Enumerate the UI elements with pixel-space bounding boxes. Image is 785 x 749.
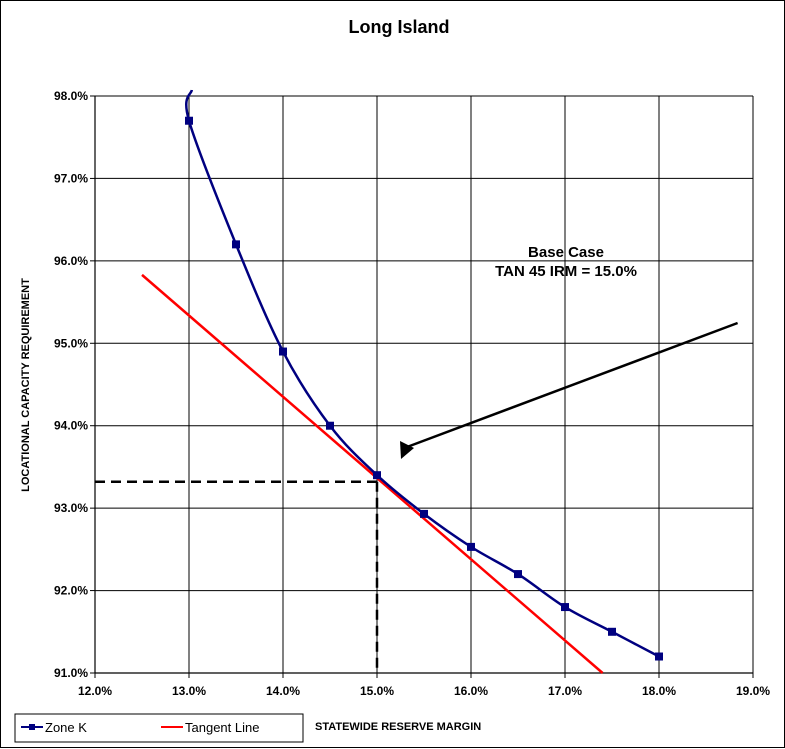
x-tick-label: 13.0%: [172, 684, 206, 698]
x-tick-label: 19.0%: [736, 684, 770, 698]
y-tick-label: 93.0%: [54, 501, 88, 515]
x-axis-title: STATEWIDE RESERVE MARGIN: [315, 721, 481, 733]
y-tick-label: 94.0%: [54, 419, 88, 433]
zone-k-marker: [514, 570, 522, 579]
grid-layer: [94, 95, 754, 674]
chart-title: Long Island: [349, 17, 450, 37]
annotation-arrow-shaft: [406, 321, 739, 449]
x-tick-label: 15.0%: [360, 684, 394, 698]
y-tick-label: 91.0%: [54, 666, 88, 680]
x-tick-label: 17.0%: [548, 684, 582, 698]
y-tick-label: 97.0%: [54, 171, 88, 185]
y-tick-label: 92.0%: [54, 584, 88, 598]
y-axis-title: LOCATIONAL CAPACITY REQUIREMENT: [20, 278, 32, 492]
legend-label-zone-k: Zone K: [45, 720, 87, 735]
x-tick-label: 18.0%: [642, 684, 676, 698]
legend-zone-k-swatch-marker: [29, 724, 35, 730]
y-tick-label: 96.0%: [54, 254, 88, 268]
annotation-text: Base Case: [528, 244, 604, 261]
annotation-text: TAN 45 IRM = 15.0%: [495, 263, 637, 280]
zone-k-marker: [326, 421, 334, 430]
zone-k-marker: [185, 116, 193, 125]
zone-k-marker: [561, 603, 569, 612]
zone-k-marker: [420, 509, 428, 518]
zone-k-marker: [279, 347, 287, 356]
axis-layer: 12.0% 13.0% 14.0% 15.0% 16.0% 17.0% 18.0% 19.0%…: [54, 89, 770, 698]
annotation-arrow-head: [400, 441, 414, 459]
zone-k-marker: [655, 652, 663, 661]
x-tick-label: 16.0%: [454, 684, 488, 698]
zone-k-marker: [373, 471, 381, 480]
annotation-layer: Base Case TAN 45 IRM = 15.0%: [400, 244, 739, 459]
x-tick-label: 14.0%: [266, 684, 300, 698]
zone-k-marker: [608, 627, 616, 636]
series-layer: [141, 89, 663, 674]
legend: Zone K Tangent Line: [14, 713, 304, 743]
y-tick-label: 95.0%: [54, 336, 88, 350]
legend-label-tangent-line: Tangent Line: [185, 720, 259, 735]
zone-k-marker: [232, 240, 240, 249]
plot-area: [95, 96, 753, 673]
y-tick-label: 98.0%: [54, 89, 88, 103]
tangent-line: [141, 273, 604, 674]
zone-k-marker: [467, 542, 475, 551]
x-tick-label: 12.0%: [78, 684, 112, 698]
legend-box: [14, 713, 304, 743]
